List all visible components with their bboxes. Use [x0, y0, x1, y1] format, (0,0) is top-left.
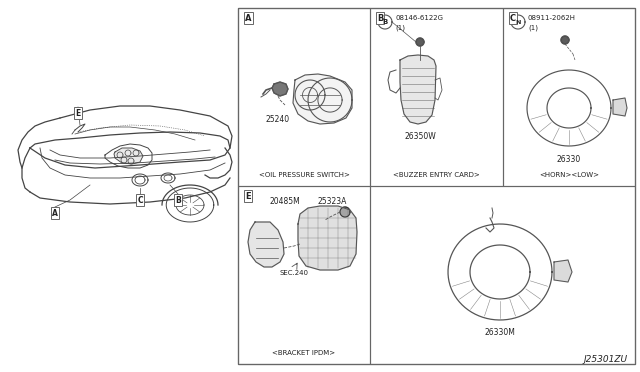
Text: E: E	[76, 109, 81, 118]
Text: B: B	[175, 196, 181, 205]
Polygon shape	[561, 36, 569, 44]
Bar	[370, 186, 635, 364]
Text: J25301ZU: J25301ZU	[584, 355, 628, 364]
Bar	[238, 8, 370, 186]
Text: <HORN><LOW>: <HORN><LOW>	[539, 172, 599, 178]
Polygon shape	[416, 38, 424, 46]
Text: (1): (1)	[528, 25, 538, 31]
Text: C: C	[137, 196, 143, 205]
Text: A: A	[244, 13, 252, 22]
Text: (1): (1)	[395, 25, 405, 31]
Polygon shape	[248, 222, 284, 267]
Polygon shape	[298, 206, 357, 270]
Text: 08911-2062H: 08911-2062H	[528, 15, 576, 21]
Polygon shape	[554, 260, 572, 282]
Text: <BRACKET IPDM>: <BRACKET IPDM>	[273, 350, 335, 356]
Polygon shape	[547, 88, 591, 128]
Bar	[238, 186, 370, 364]
Text: C: C	[510, 13, 516, 22]
Polygon shape	[272, 82, 288, 96]
Polygon shape	[400, 55, 436, 124]
Polygon shape	[340, 207, 350, 217]
Text: 08146-6122G: 08146-6122G	[395, 15, 443, 21]
Text: <OIL PRESSURE SWITCH>: <OIL PRESSURE SWITCH>	[259, 172, 349, 178]
Text: B: B	[382, 19, 388, 25]
Bar	[0, 0, 238, 372]
Bar	[503, 8, 635, 186]
Text: A: A	[52, 208, 58, 218]
Text: B: B	[377, 13, 383, 22]
Text: 25323A: 25323A	[318, 197, 348, 206]
Bar	[238, 8, 635, 364]
Text: SEC.240: SEC.240	[280, 270, 309, 276]
Polygon shape	[293, 74, 352, 124]
Text: 25240: 25240	[265, 115, 289, 124]
Text: 26330M: 26330M	[484, 328, 515, 337]
Polygon shape	[613, 98, 627, 116]
Text: E: E	[245, 192, 251, 201]
Text: N: N	[515, 19, 521, 25]
Text: <BUZZER ENTRY CARD>: <BUZZER ENTRY CARD>	[392, 172, 479, 178]
Bar	[370, 8, 503, 186]
Polygon shape	[470, 245, 530, 299]
Text: 26350W: 26350W	[404, 132, 436, 141]
Polygon shape	[114, 148, 143, 164]
Text: 26330: 26330	[557, 155, 581, 164]
Text: 20485M: 20485M	[270, 197, 301, 206]
